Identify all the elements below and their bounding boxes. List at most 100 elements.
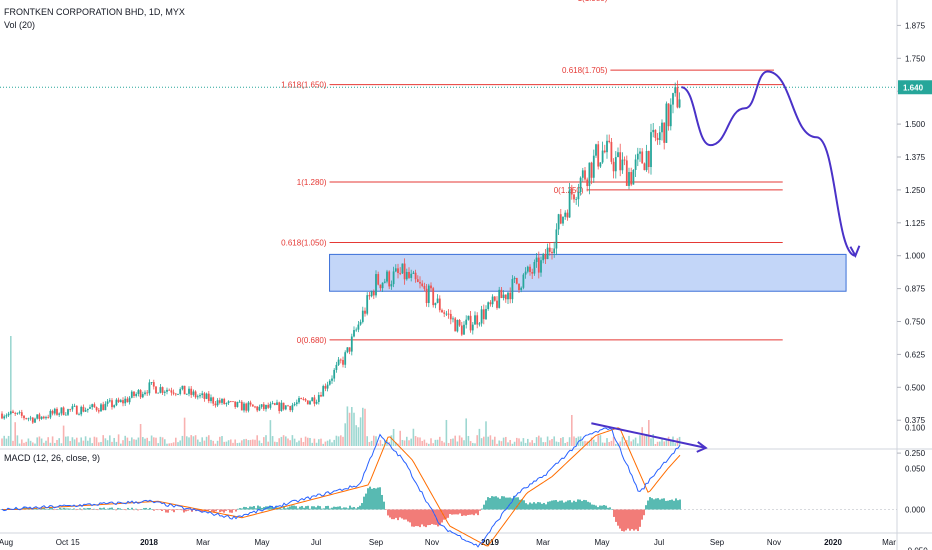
candle-body — [359, 321, 362, 325]
volume-bar — [148, 441, 151, 446]
volume-bar — [463, 440, 465, 446]
candle-body — [20, 412, 23, 416]
volume-bar — [318, 439, 320, 446]
macd-histogram-bar — [163, 509, 165, 510]
macd-histogram-bar — [83, 508, 85, 510]
volume-bar — [381, 443, 384, 446]
macd-histogram-bar — [309, 508, 311, 510]
candle-body — [509, 292, 512, 300]
volume-bar — [533, 442, 536, 446]
macd-histogram-bar — [591, 504, 593, 510]
macd-histogram-bar — [377, 487, 379, 510]
volume-bar — [51, 436, 54, 446]
macd-histogram-bar — [579, 499, 581, 510]
candle-body — [478, 323, 481, 325]
macd-histogram-bar — [383, 501, 385, 510]
volume-bar — [194, 435, 197, 446]
macd-histogram-bar — [597, 507, 599, 510]
volume-bar — [73, 439, 76, 446]
candle-body — [531, 272, 534, 274]
candle-body — [584, 170, 586, 180]
volume-bar — [469, 441, 472, 446]
volume-bar — [634, 437, 637, 446]
macd-histogram-bar — [501, 496, 503, 510]
volume-bar — [238, 442, 241, 446]
macd-histogram-bar — [391, 509, 393, 520]
candle-body — [630, 172, 633, 185]
candle-body — [291, 405, 294, 411]
volume-bar — [562, 437, 564, 446]
macd-histogram-bar — [481, 508, 483, 510]
macd-histogram-bar — [41, 508, 43, 510]
macd-histogram-bar — [483, 504, 485, 510]
candle-body — [397, 268, 399, 273]
macd-label: MACD (12, 26, close, 9) — [4, 453, 101, 463]
volume-bar — [36, 437, 38, 446]
macd-histogram-bar — [553, 500, 555, 510]
macd-histogram-bar — [291, 505, 293, 510]
candle-body — [113, 405, 116, 408]
volume-bar — [399, 430, 401, 446]
macd-histogram-bar — [107, 508, 109, 510]
candle-body — [122, 400, 124, 404]
candle-body — [445, 313, 448, 315]
volume-bar — [608, 442, 610, 446]
macd-histogram-bar — [669, 500, 671, 510]
volume-bar — [421, 440, 423, 446]
macd-histogram-bar — [439, 509, 441, 526]
volume-bar — [100, 441, 102, 446]
volume-bar — [27, 438, 30, 446]
volume-bar — [549, 440, 551, 446]
volume-bar — [498, 440, 500, 446]
volume-bar — [16, 435, 19, 446]
candle-body — [663, 122, 666, 143]
macd-histogram-bar — [155, 509, 157, 510]
volume-bar — [106, 440, 109, 446]
macd-histogram-bar — [537, 502, 539, 510]
volume-bar — [568, 437, 571, 446]
last-price-tag — [898, 80, 932, 95]
volume-bar — [117, 434, 120, 446]
volume-bar — [630, 441, 632, 446]
macd-histogram-bar — [449, 509, 451, 515]
candle-body — [361, 310, 364, 322]
volume-bar — [410, 438, 412, 446]
macd-histogram-bar — [497, 497, 499, 510]
volume-bar — [199, 441, 201, 446]
volume-bar — [5, 438, 8, 446]
candle-body — [614, 157, 617, 172]
candle-body — [196, 396, 199, 398]
candle-body — [469, 315, 472, 331]
candle-body — [564, 212, 567, 217]
candle-body — [487, 302, 490, 309]
candle-body — [465, 319, 468, 325]
candle-body — [599, 162, 602, 167]
candle-body — [137, 390, 140, 394]
candle-body — [619, 152, 622, 171]
volume-bar — [428, 443, 430, 446]
volume-bar — [522, 438, 525, 446]
macd-histogram-bar — [455, 509, 457, 515]
volume-bar — [355, 425, 357, 446]
candle-body — [612, 161, 615, 172]
candle-body — [234, 401, 237, 407]
candle-body — [271, 403, 274, 405]
volume-bar — [276, 442, 278, 446]
volume-bar — [34, 443, 36, 446]
macd-histogram-bar — [637, 509, 639, 532]
macd-histogram-bar — [147, 508, 149, 510]
macd-histogram-bar — [161, 509, 163, 511]
macd-histogram-bar — [397, 509, 399, 521]
macd-histogram-bar — [287, 507, 289, 510]
candle-body — [366, 295, 369, 314]
macd-histogram-bar — [199, 509, 201, 512]
volume-bar — [326, 440, 329, 446]
candle-body — [287, 405, 289, 407]
macd-histogram-bar — [363, 496, 365, 510]
candle-body — [438, 298, 441, 311]
candle-body — [357, 324, 360, 330]
x-tick-label: 2020 — [824, 538, 842, 547]
macd-histogram-bar — [503, 496, 505, 510]
candle-body — [575, 199, 578, 200]
